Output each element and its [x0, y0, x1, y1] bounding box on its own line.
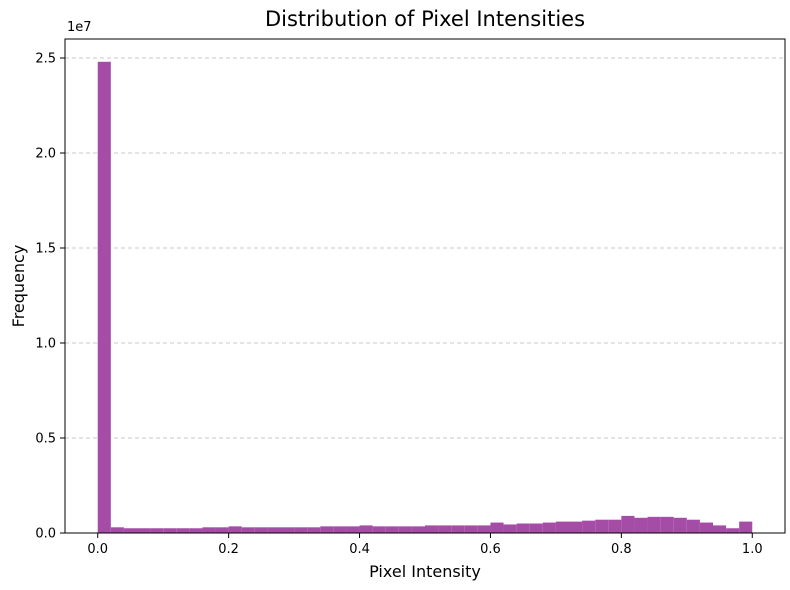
y-tick-label: 0.0	[35, 527, 56, 542]
histogram-bar	[97, 61, 111, 534]
y-scale-multiplier: 1e7	[67, 20, 92, 35]
histogram-bar	[385, 526, 399, 533]
histogram-bar	[569, 521, 583, 533]
histogram-bar	[686, 519, 700, 533]
histogram-bar	[726, 528, 740, 533]
histogram-bar	[150, 528, 164, 533]
x-tick-label: 0.2	[218, 542, 239, 557]
plot-frame	[64, 38, 786, 534]
y-tick-label: 2.0	[35, 147, 56, 162]
x-tick-label: 0.6	[480, 542, 501, 557]
histogram-bar	[516, 523, 530, 533]
histogram-bar	[490, 522, 504, 533]
histogram-bar	[582, 520, 596, 533]
histogram-bar	[202, 527, 216, 533]
histogram-bar	[425, 525, 439, 533]
histogram-bar	[163, 528, 177, 533]
y-tick-label: 1.0	[35, 337, 56, 352]
histogram-bar	[555, 521, 569, 533]
chart-title: Distribution of Pixel Intensities	[265, 7, 585, 31]
x-axis-title: Pixel Intensity	[369, 562, 481, 581]
histogram-bar	[123, 528, 137, 533]
y-tick-label: 2.5	[35, 52, 56, 67]
x-tick-label: 0.8	[611, 542, 632, 557]
histogram-bar	[699, 522, 713, 533]
histogram-bar	[503, 524, 517, 533]
histogram-bar	[176, 528, 190, 533]
x-tick-label: 0.0	[87, 542, 108, 557]
histogram-bar	[281, 527, 295, 533]
histogram-bar	[477, 525, 491, 533]
histogram-bar	[608, 519, 622, 533]
histogram-bar	[241, 527, 255, 533]
histogram-bar	[660, 516, 674, 533]
histogram-bar	[673, 517, 687, 533]
histogram-bar	[137, 528, 151, 533]
histogram-bar	[634, 517, 648, 533]
histogram-bar	[595, 519, 609, 533]
y-tick-label: 1.5	[35, 242, 56, 257]
histogram-bar	[215, 527, 229, 533]
histogram-bar	[464, 525, 478, 533]
histogram-bar	[307, 527, 321, 533]
histogram-bar	[346, 526, 360, 533]
x-tick-label: 0.4	[349, 542, 370, 557]
histogram-bar	[647, 516, 661, 533]
histogram-bar	[713, 525, 727, 533]
y-tick-label: 0.5	[35, 432, 56, 447]
histogram-bar	[333, 526, 347, 533]
histogram-bar	[372, 526, 386, 533]
histogram-bar	[398, 526, 412, 533]
y-axis-title: Frequency	[9, 245, 28, 328]
y-axis-ticks: 0.0 0.5 1.0 1.5 2.0 2.5	[35, 52, 65, 542]
histogram-bars	[97, 61, 753, 534]
histogram-bar	[320, 526, 334, 533]
histogram-bar	[621, 515, 635, 533]
histogram-bar	[411, 526, 425, 533]
histogram-bar	[294, 527, 308, 533]
x-tick-label: 1.0	[742, 542, 763, 557]
histogram-bar	[110, 527, 124, 533]
histogram-bar	[542, 522, 556, 533]
grid-lines	[65, 57, 785, 439]
histogram-bar	[438, 525, 452, 533]
histogram-bar	[267, 527, 281, 533]
histogram-bar	[228, 526, 242, 533]
histogram-bar	[254, 527, 268, 533]
histogram-bar	[359, 525, 373, 533]
histogram-bar	[451, 525, 465, 533]
histogram-bar	[189, 528, 203, 533]
histogram-bar	[529, 523, 543, 533]
x-axis-ticks: 0.0 0.2 0.4 0.6 0.8 1.0	[87, 533, 763, 557]
histogram-bar	[739, 521, 753, 533]
